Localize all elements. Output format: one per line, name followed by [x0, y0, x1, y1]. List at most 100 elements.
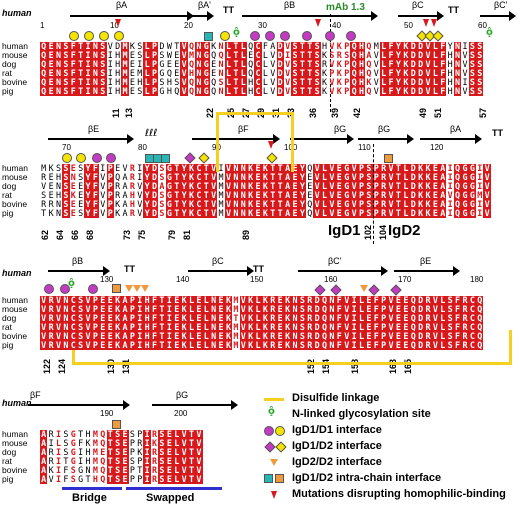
residue: W [166, 41, 172, 51]
residue: I [84, 50, 92, 60]
residue: Y [143, 181, 151, 191]
residue: Y [84, 172, 92, 182]
residue: P [379, 322, 388, 332]
residue: E [121, 438, 129, 448]
residue: T [269, 181, 277, 191]
residue: H [137, 77, 143, 87]
residue: N [239, 172, 247, 182]
residue: T [187, 465, 196, 475]
residue: I [136, 304, 144, 314]
residue: I [84, 59, 92, 69]
residue: E [165, 429, 174, 439]
residue: S [365, 172, 373, 182]
residue: L [357, 322, 366, 332]
residue: L [173, 429, 181, 439]
yellow-circle-icon [69, 31, 79, 41]
residue: V [373, 50, 379, 60]
magenta-circle-icon [44, 284, 54, 294]
residue: C [195, 208, 203, 218]
residue: V [313, 172, 321, 182]
residue: P [150, 50, 159, 60]
residue: E [166, 59, 172, 69]
residue: A [40, 456, 48, 466]
residue: M [218, 199, 224, 209]
residue: V [195, 474, 203, 484]
species-label: pig [2, 86, 14, 96]
residue: T [187, 456, 196, 466]
residue: N [232, 172, 240, 182]
residue: D [409, 41, 417, 51]
residue: I [100, 163, 106, 173]
residue: L [143, 77, 151, 87]
residue: V [329, 41, 335, 51]
residue: K [424, 208, 432, 218]
residue: P [128, 313, 137, 323]
species-label: rat [2, 322, 12, 332]
residue: F [372, 331, 380, 341]
residue: R [47, 304, 55, 314]
residue: D [409, 208, 417, 218]
residue: N [218, 41, 224, 51]
species-label: mouse [2, 304, 28, 314]
residue: F [69, 77, 77, 87]
residue: E [335, 199, 344, 209]
residue: T [269, 172, 277, 182]
residue: S [344, 50, 350, 60]
residue: N [218, 59, 224, 69]
residue: E [365, 304, 373, 314]
residue: T [233, 313, 239, 323]
residue: M [233, 331, 239, 341]
residue: R [129, 181, 135, 191]
residue: T [173, 181, 181, 191]
residue: F [63, 474, 69, 484]
residue: K [129, 41, 135, 51]
residue: V [270, 59, 276, 69]
residue: R [47, 340, 55, 350]
residue: P [91, 322, 100, 332]
residue: G [165, 190, 174, 200]
residue: L [55, 438, 61, 448]
residue: P [150, 86, 159, 96]
residue: C [69, 295, 77, 305]
position-number: 104 [378, 224, 388, 240]
residue: S [62, 208, 70, 218]
residue: E [291, 190, 299, 200]
ruler-tick: 20 [184, 21, 193, 30]
residue: R [48, 456, 54, 466]
residue: K [246, 190, 255, 200]
residue: N [54, 68, 63, 78]
residue: G [70, 438, 76, 448]
residue: M [92, 465, 98, 475]
residue: E [307, 190, 313, 200]
residue: F [335, 322, 344, 332]
magenta-circle-icon [60, 284, 70, 294]
residue: N [453, 41, 462, 51]
ruler-tick: 70 [62, 143, 71, 152]
residue: N [291, 322, 299, 332]
residue: S [365, 181, 373, 191]
residue: R [424, 322, 432, 332]
ss-label: βC [412, 0, 424, 10]
domain-label-igd2: IgD2 [388, 222, 421, 239]
residue: V [195, 429, 203, 439]
residue: H [248, 86, 254, 96]
species-label: pig [2, 208, 14, 218]
residue: L [143, 86, 151, 96]
species-label: bovine [2, 77, 28, 87]
residue: K [48, 163, 54, 173]
residue: G [468, 163, 477, 173]
residue: E [99, 340, 107, 350]
position-number: 89 [241, 229, 251, 240]
helix-coil-icon: ℓℓℓ [145, 128, 158, 139]
residue: I [107, 59, 113, 69]
residue: E [431, 163, 440, 173]
residue: N [209, 295, 218, 305]
legend-item-igd1-d2: IgD1/D2 interface [262, 440, 520, 454]
residue: E [106, 340, 114, 350]
residue: V [387, 340, 395, 350]
residue: V [107, 41, 113, 51]
residue: R [152, 456, 158, 466]
residue: T [85, 474, 91, 484]
residue: V [180, 41, 188, 51]
legend-item-intra-chain: IgD1/D2 intra-chain interface [262, 472, 520, 486]
